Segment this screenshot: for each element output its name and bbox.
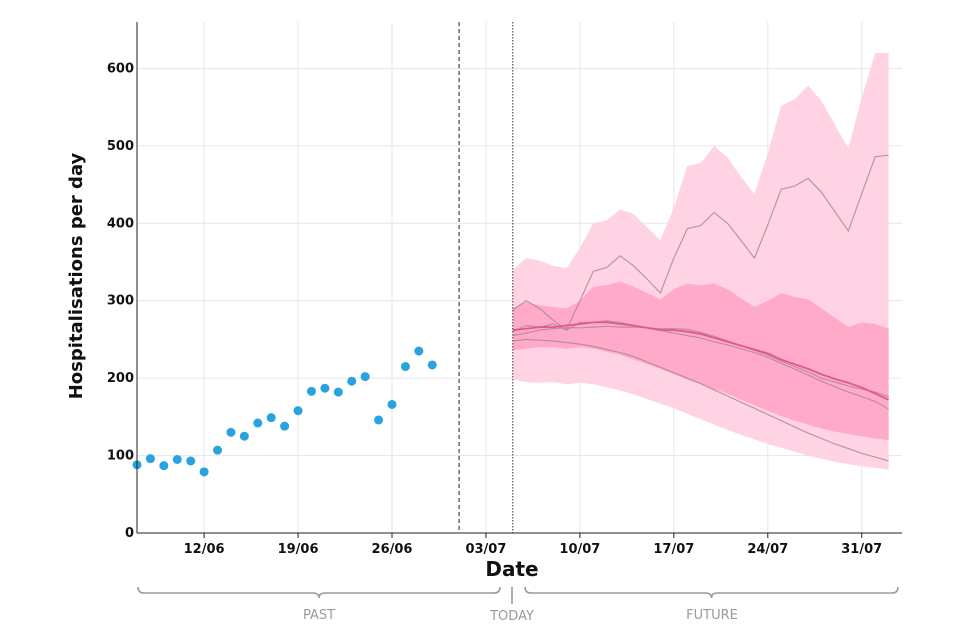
observed-point <box>213 445 223 455</box>
y-tick-label: 200 <box>107 371 134 386</box>
observed-point <box>172 454 182 464</box>
x-tick-label: 31/07 <box>841 542 882 557</box>
x-tick-labels: 12/06 19/06 26/06 03/07 10/07 17/07 24/07 31/07 <box>184 533 882 557</box>
observed-point <box>226 427 236 437</box>
observed-point <box>333 387 343 397</box>
forecast-bands <box>512 53 889 470</box>
observed-point <box>145 454 155 464</box>
future-bracket <box>524 586 899 599</box>
axes <box>136 22 902 534</box>
past-bracket <box>137 586 501 599</box>
x-tick-label: 26/06 <box>372 542 413 557</box>
observed-point <box>239 431 249 441</box>
observed-point <box>387 399 397 409</box>
x-tick-label: 19/06 <box>278 542 319 557</box>
observed-point <box>306 386 316 396</box>
x-tick-label: 24/07 <box>747 542 788 557</box>
x-tick-label: 03/07 <box>465 542 506 557</box>
y-tick-labels: 0 100 200 300 400 500 600 <box>107 61 134 541</box>
observed-point <box>293 406 303 416</box>
observed-point <box>159 461 169 471</box>
y-axis-title: Hospitalisations per day <box>66 152 87 399</box>
x-tick-label: 17/07 <box>653 542 694 557</box>
observed-point <box>199 467 209 477</box>
today-label: TODAY <box>489 609 534 624</box>
future-label: FUTURE <box>686 608 738 623</box>
period-brackets <box>137 586 899 604</box>
y-tick-label: 600 <box>107 61 134 76</box>
observed-point <box>374 415 384 425</box>
y-tick-label: 0 <box>125 526 134 541</box>
observed-point <box>414 346 424 356</box>
observed-point <box>400 362 410 372</box>
median-line <box>512 321 889 401</box>
observed-points <box>132 346 437 477</box>
observed-point <box>320 383 330 393</box>
y-tick-label: 500 <box>107 139 134 154</box>
scenario-line-3 <box>512 325 889 398</box>
y-tick-label: 100 <box>107 449 134 464</box>
y-tick-label: 400 <box>107 216 134 231</box>
y-tick-label: 300 <box>107 294 134 309</box>
observed-point <box>280 421 290 431</box>
x-axis-title: Date <box>485 557 538 581</box>
scenario-line-4 <box>512 154 889 332</box>
observed-point <box>186 456 196 466</box>
scenario-line-1 <box>512 338 889 462</box>
x-tick-label: 10/07 <box>559 542 600 557</box>
observed-point <box>360 372 370 382</box>
observed-point <box>347 376 357 386</box>
x-tick-label: 12/06 <box>184 542 225 557</box>
marker-lines <box>458 22 514 533</box>
observed-point <box>266 413 276 423</box>
observed-point <box>253 418 263 428</box>
observed-point <box>427 360 437 370</box>
median-forecast <box>512 321 889 401</box>
past-label: PAST <box>303 608 335 623</box>
